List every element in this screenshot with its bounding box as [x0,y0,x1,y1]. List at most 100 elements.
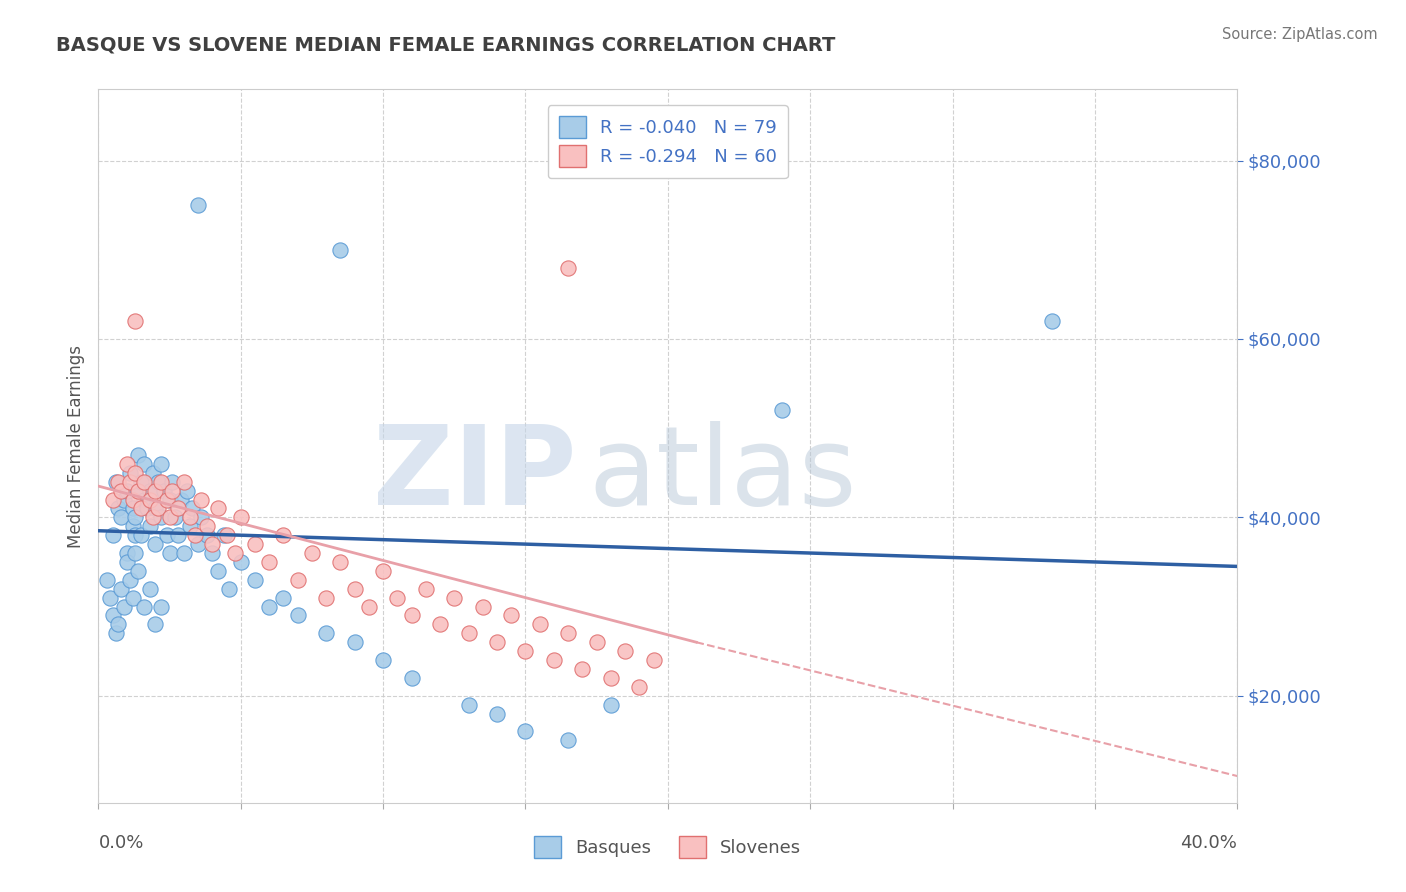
Point [141,510,163,524]
Point [107,501,129,516]
Point [118,475,141,489]
Point [501,608,523,623]
Point [167,528,190,542]
Point [218,582,240,596]
Point [179,519,201,533]
Point [184,528,207,542]
Point [557,260,579,275]
Point [127,483,149,498]
Point [259,599,281,614]
Point [486,635,509,649]
Point [259,555,281,569]
Point [101,608,124,623]
Point [243,537,266,551]
Point [343,582,366,596]
Point [373,564,395,578]
Point [443,591,465,605]
Point [115,483,138,498]
Point [273,528,295,542]
Point [212,528,235,542]
Point [107,617,129,632]
Text: atlas: atlas [588,421,856,528]
Point [112,492,135,507]
Point [486,706,509,721]
Point [162,483,184,498]
Point [173,475,195,489]
Point [145,617,167,632]
Point [614,644,637,658]
Point [141,466,163,480]
Point [96,573,118,587]
Point [129,475,152,489]
Point [115,457,138,471]
Point [127,564,149,578]
Point [628,680,651,694]
Point [127,483,149,498]
Point [170,492,193,507]
Point [273,591,295,605]
Point [124,466,146,480]
Point [301,546,323,560]
Point [287,608,309,623]
Point [373,653,395,667]
Point [121,492,143,507]
Point [159,546,181,560]
Point [127,448,149,462]
Point [124,546,146,560]
Point [357,599,380,614]
Point [195,519,218,533]
Point [124,314,146,328]
Point [457,626,479,640]
Point [138,492,160,507]
Point [110,483,132,498]
Point [121,519,143,533]
Point [150,599,173,614]
Point [101,492,124,507]
Point [118,466,141,480]
Point [543,653,565,667]
Point [190,492,212,507]
Point [104,475,127,489]
Point [401,671,423,685]
Point [110,510,132,524]
Point [121,591,143,605]
Point [229,510,252,524]
Point [201,546,224,560]
Point [457,698,479,712]
Point [145,501,167,516]
Point [187,537,209,551]
Point [124,528,146,542]
Point [515,644,537,658]
Point [387,591,409,605]
Point [145,537,167,551]
Point [643,653,665,667]
Point [150,457,173,471]
Point [135,501,157,516]
Point [98,591,121,605]
Text: 40.0%: 40.0% [1181,834,1237,852]
Point [138,519,160,533]
Point [129,528,152,542]
Point [557,626,579,640]
Point [101,528,124,542]
Point [401,608,423,623]
Point [471,599,494,614]
Text: ZIP: ZIP [374,421,576,528]
Point [207,501,229,516]
Point [132,492,155,507]
Point [329,555,352,569]
Point [229,555,252,569]
Point [132,475,155,489]
Point [148,475,170,489]
Point [243,573,266,587]
Point [148,501,170,516]
Y-axis label: Median Female Earnings: Median Female Earnings [66,344,84,548]
Point [529,617,551,632]
Point [110,582,132,596]
Point [429,617,451,632]
Point [1040,314,1063,328]
Point [132,599,155,614]
Point [195,528,218,542]
Point [138,582,160,596]
Point [112,599,135,614]
